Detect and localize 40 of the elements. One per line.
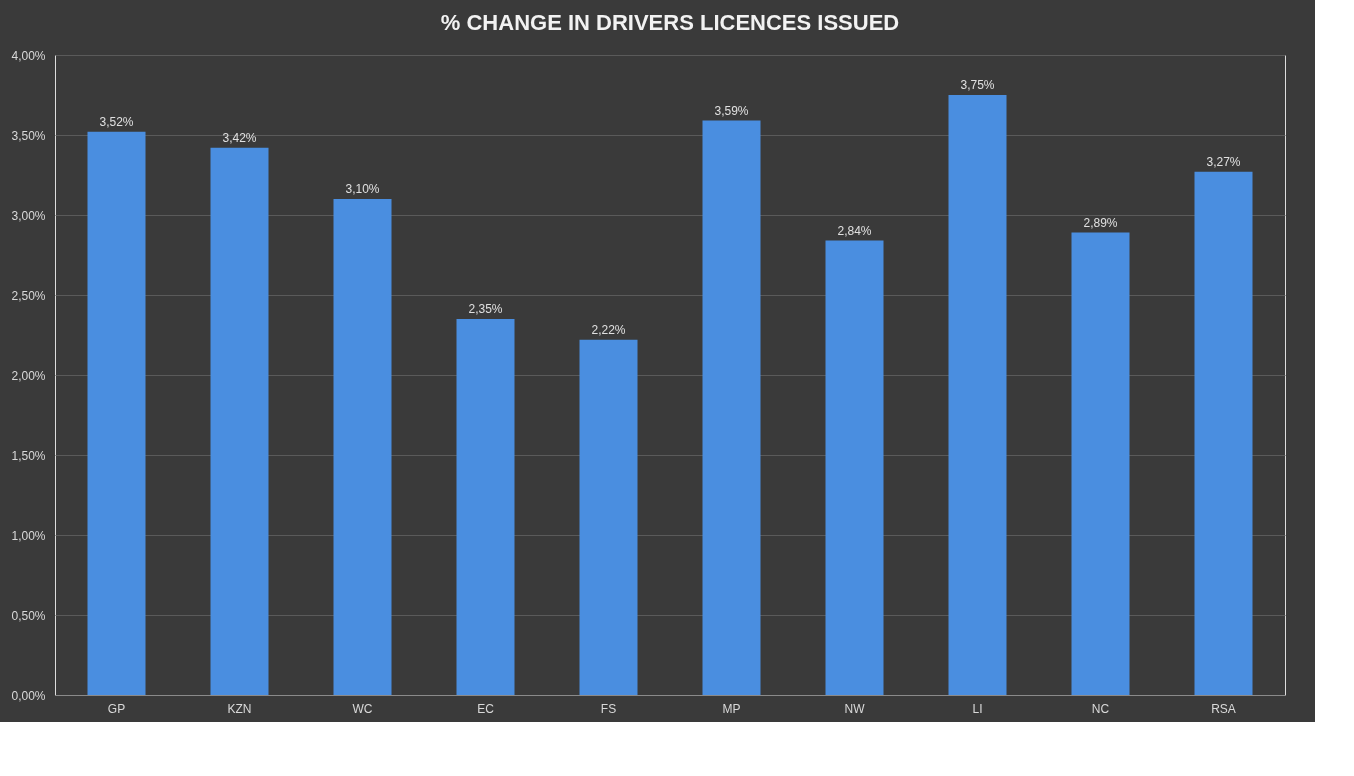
- bar: [1071, 232, 1130, 695]
- bar: [579, 339, 638, 695]
- x-tick-label: GP: [107, 701, 126, 716]
- y-tick-label: 2,00%: [11, 368, 46, 383]
- y-tick-label: 4,00%: [11, 48, 46, 63]
- x-tick-label: RSA: [1211, 701, 1236, 716]
- data-label: 2,35%: [468, 302, 503, 316]
- data-label: 2,84%: [837, 223, 872, 238]
- x-tick-label: MP: [722, 701, 741, 716]
- bar: [1194, 171, 1253, 695]
- bar: [210, 147, 269, 695]
- bar: [948, 95, 1007, 695]
- x-tick-label: LI: [972, 701, 983, 716]
- bar: [702, 120, 761, 695]
- x-tick-label: EC: [477, 701, 495, 716]
- x-tick-label: FS: [600, 701, 617, 716]
- data-label: 3,42%: [222, 130, 257, 145]
- data-label: 3,27%: [1206, 154, 1241, 169]
- x-tick-label: WC: [352, 701, 373, 716]
- data-label: 3,10%: [345, 182, 380, 196]
- data-label: 3,59%: [714, 103, 749, 118]
- y-tick-label: 0,00%: [11, 688, 46, 703]
- x-tick-label: NW: [844, 701, 866, 716]
- y-tick-label: 3,50%: [11, 128, 46, 143]
- y-tick-label: 3,00%: [11, 208, 46, 223]
- data-label: 3,75%: [960, 78, 995, 92]
- y-tick-label: 2,50%: [11, 288, 46, 303]
- x-tick-label: KZN: [227, 701, 252, 716]
- bar: [333, 199, 392, 695]
- bar: [87, 131, 146, 695]
- y-tick-label: 1,00%: [11, 528, 46, 543]
- data-label: 2,22%: [591, 322, 626, 337]
- chart-title: % CHANGE IN DRIVERS LICENCES ISSUED: [440, 10, 900, 35]
- bar: [825, 240, 884, 695]
- data-label: 2,89%: [1083, 215, 1118, 230]
- x-tick-label: NC: [1091, 701, 1110, 716]
- bar: [456, 319, 515, 695]
- y-tick-label: 1,50%: [11, 448, 46, 463]
- data-label: 3,52%: [99, 114, 134, 129]
- y-tick-label: 0,50%: [11, 608, 46, 623]
